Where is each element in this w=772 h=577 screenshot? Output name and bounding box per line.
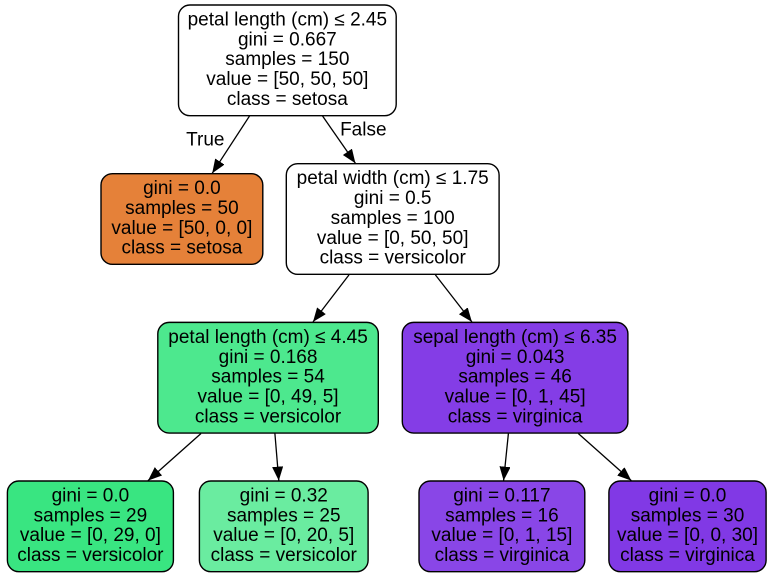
svg-text:class = virginica: class = virginica — [435, 545, 570, 566]
svg-text:samples = 50: samples = 50 — [125, 198, 239, 219]
svg-text:class = versicolor: class = versicolor — [320, 248, 467, 269]
svg-text:value = [0, 0, 30]: value = [0, 0, 30] — [617, 525, 758, 546]
svg-text:samples = 16: samples = 16 — [445, 505, 559, 526]
svg-text:class = versicolor: class = versicolor — [17, 545, 164, 566]
svg-text:samples = 46: samples = 46 — [458, 367, 572, 388]
svg-text:samples = 150: samples = 150 — [225, 49, 349, 70]
svg-text:class = virginica: class = virginica — [448, 406, 583, 427]
svg-text:value = [0, 1, 15]: value = [0, 1, 15] — [431, 525, 572, 546]
svg-text:sepal length (cm) ≤ 6.35: sepal length (cm) ≤ 6.35 — [413, 327, 617, 348]
svg-text:gini = 0.0: gini = 0.0 — [143, 178, 221, 199]
svg-text:True: True — [186, 130, 224, 151]
svg-text:value = [0, 50, 50]: value = [0, 50, 50] — [317, 228, 469, 249]
svg-text:gini = 0.043: gini = 0.043 — [466, 347, 565, 368]
svg-text:class = setosa: class = setosa — [227, 89, 348, 110]
svg-text:samples = 29: samples = 29 — [34, 505, 148, 526]
svg-text:class = virginica: class = virginica — [620, 545, 755, 566]
svg-text:samples = 100: samples = 100 — [331, 208, 455, 229]
svg-text:value = [50, 50, 50]: value = [50, 50, 50] — [206, 69, 368, 90]
svg-text:samples = 30: samples = 30 — [631, 505, 745, 526]
svg-text:samples = 54: samples = 54 — [211, 367, 325, 388]
svg-text:class = versicolor: class = versicolor — [195, 406, 342, 427]
svg-text:gini = 0.667: gini = 0.667 — [238, 29, 337, 50]
svg-text:gini = 0.168: gini = 0.168 — [219, 347, 318, 368]
svg-text:gini = 0.0: gini = 0.0 — [649, 485, 727, 506]
svg-text:value = [0, 49, 5]: value = [0, 49, 5] — [198, 386, 339, 407]
svg-text:gini = 0.5: gini = 0.5 — [354, 188, 432, 209]
svg-text:petal length (cm) ≤ 2.45: petal length (cm) ≤ 2.45 — [188, 10, 387, 31]
svg-text:class = setosa: class = setosa — [121, 238, 242, 259]
svg-text:samples = 25: samples = 25 — [227, 505, 341, 526]
svg-text:value = [50, 0, 0]: value = [50, 0, 0] — [111, 218, 252, 239]
svg-text:class = versicolor: class = versicolor — [211, 545, 358, 566]
svg-text:gini = 0.117: gini = 0.117 — [453, 485, 550, 506]
svg-text:gini = 0.0: gini = 0.0 — [52, 485, 130, 506]
svg-text:gini = 0.32: gini = 0.32 — [240, 485, 328, 506]
svg-text:value = [0, 1, 45]: value = [0, 1, 45] — [445, 386, 586, 407]
svg-text:False: False — [340, 119, 386, 140]
svg-text:value = [0, 20, 5]: value = [0, 20, 5] — [213, 525, 354, 546]
svg-text:petal length (cm) ≤ 4.45: petal length (cm) ≤ 4.45 — [168, 327, 367, 348]
svg-text:value = [0, 29, 0]: value = [0, 29, 0] — [20, 525, 161, 546]
svg-text:petal width (cm) ≤ 1.75: petal width (cm) ≤ 1.75 — [297, 168, 489, 189]
